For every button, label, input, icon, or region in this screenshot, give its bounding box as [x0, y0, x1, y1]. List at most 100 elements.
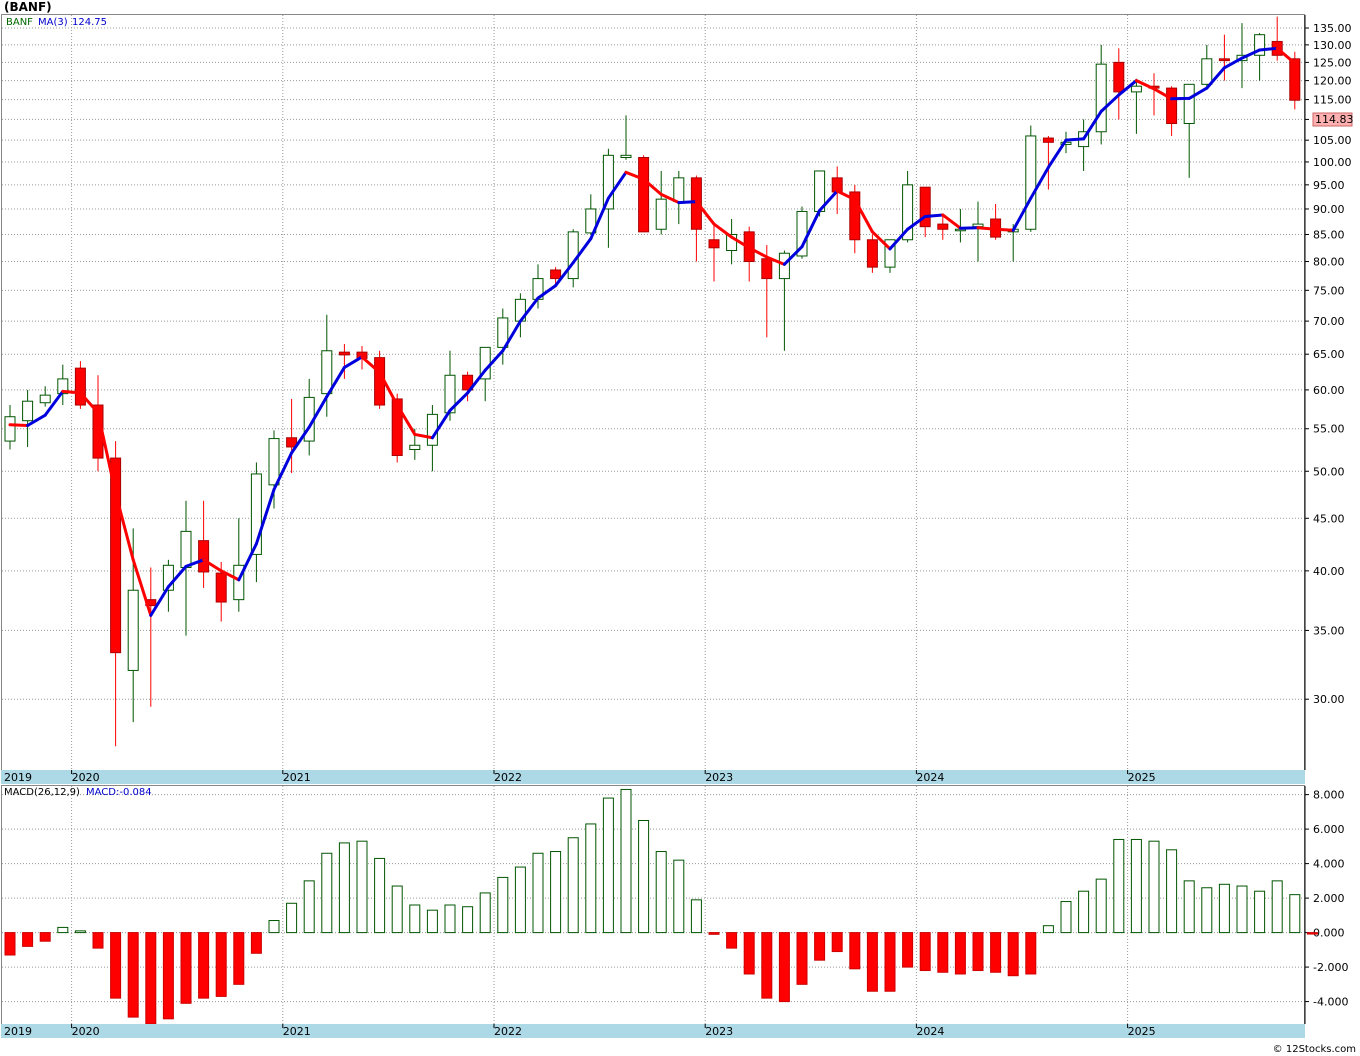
macd-bar-positive	[1130, 838, 1142, 934]
macd-y-tick-label: 0.000	[1313, 927, 1345, 940]
macd-bar-positive	[1078, 890, 1090, 934]
ma-segment	[853, 198, 874, 234]
macd-bar-positive	[1201, 887, 1213, 934]
macd-bar-negative	[990, 932, 1002, 973]
macd-bar-positive	[1060, 901, 1072, 934]
macd-bar-negative	[831, 932, 843, 953]
macd-bar-positive	[1289, 894, 1301, 934]
ma-segment	[202, 558, 223, 573]
ma-segment	[466, 368, 487, 395]
ma-segment	[1187, 86, 1209, 100]
macd-bar-negative	[92, 932, 104, 949]
price-y-tick-label: 35.00	[1313, 624, 1345, 637]
macd-bar-positive	[638, 819, 650, 934]
macd-y-tick-label: 2.000	[1313, 892, 1345, 905]
macd-bar-negative	[849, 932, 861, 970]
macd-bar-positive	[303, 880, 315, 934]
ma-segment	[501, 319, 522, 353]
ma-segment	[395, 403, 417, 436]
candle-up	[1025, 135, 1037, 230]
ma-segment	[730, 235, 751, 250]
price-x-tick-label: 2019	[4, 771, 32, 784]
macd-y-axis: -4.000 -2.000 0.000 2.000 4.000 6.000 8.000	[1304, 786, 1348, 1024]
macd-y-tick-label: 6.000	[1313, 823, 1345, 836]
macd-bar-negative	[145, 932, 157, 1025]
macd-bar-positive	[514, 866, 526, 934]
ma-segment	[1222, 56, 1244, 70]
ma-segment	[166, 564, 188, 589]
candle-up	[39, 394, 51, 404]
macd-bar-positive	[268, 920, 280, 934]
price-legend-ma-label: MA(3)	[38, 17, 68, 28]
candle-up	[321, 350, 333, 395]
price-y-tick-label: 80.00	[1313, 256, 1345, 269]
price-y-tick-label: 30.00	[1313, 693, 1345, 706]
ma-segment	[131, 558, 153, 617]
ma-segment	[642, 177, 663, 196]
candle-down	[338, 351, 350, 356]
ma-segment	[96, 411, 118, 495]
macd-bar-negative	[1007, 932, 1019, 977]
price-y-tick-label: 60.00	[1313, 384, 1345, 397]
ma-segment	[1082, 109, 1103, 141]
macd-bar-positive	[74, 930, 86, 934]
price-panel-frame	[1, 14, 1305, 771]
price-y-tick-label: 70.00	[1313, 315, 1345, 328]
price-y-tick-label: 65.00	[1313, 348, 1345, 361]
ma-segment	[483, 349, 505, 372]
ma-segment	[906, 214, 927, 231]
last-price-tag-text: 114.83	[1315, 113, 1354, 126]
price-y-tick-label: 55.00	[1313, 423, 1345, 436]
ma-segment	[518, 296, 540, 323]
candle-up	[655, 198, 667, 230]
candle-down	[1289, 58, 1301, 101]
price-x-axis: 2019 2020 2021 2022 2023 2024 2025	[4, 770, 1156, 784]
ma-segment	[606, 170, 628, 200]
candle-up	[127, 589, 139, 671]
candle-up	[778, 252, 790, 280]
candle-up	[673, 177, 685, 203]
candle-up	[726, 233, 738, 252]
ma-segment	[589, 196, 610, 241]
price-y-tick-label: 120.00	[1313, 75, 1352, 88]
candle-up	[1254, 34, 1266, 56]
candle-down	[761, 258, 773, 280]
candle-down	[849, 191, 861, 241]
macd-bar-positive	[1042, 925, 1054, 934]
candle-down	[462, 374, 474, 391]
candle-up	[567, 231, 579, 280]
macd-bar-positive	[1236, 885, 1248, 934]
ma-segment	[1117, 79, 1138, 97]
price-x-tick-label: 2025	[1128, 771, 1156, 784]
price-y-tick-label: 90.00	[1313, 203, 1345, 216]
macd-bar-negative	[884, 932, 896, 992]
ma-segment	[624, 170, 646, 181]
ma-segment	[1152, 87, 1174, 101]
ma-segment	[307, 395, 329, 429]
macd-bar-negative	[708, 932, 720, 935]
macd-bar-negative	[233, 932, 245, 985]
macd-bar-negative	[1306, 932, 1318, 935]
candle-down	[198, 540, 210, 573]
macd-bar-negative	[110, 932, 122, 999]
macd-bar-negative	[39, 932, 51, 942]
ma-segment	[694, 200, 716, 226]
candle-up	[585, 208, 597, 234]
ma-segment	[747, 246, 769, 259]
price-y-tick-label: 115.00	[1313, 94, 1352, 107]
candle-up	[22, 400, 34, 422]
macd-x-tick-label: 2019	[4, 1025, 32, 1038]
macd-bar-negative	[162, 932, 174, 1020]
candle-up	[409, 444, 421, 450]
price-x-tick-label: 2023	[705, 771, 733, 784]
macd-bar-positive	[532, 852, 544, 934]
ma-segment	[1240, 48, 1262, 60]
candle-down	[391, 398, 403, 456]
macd-bar-negative	[198, 932, 210, 999]
price-y-tick-label: 125.00	[1313, 56, 1352, 69]
macd-bar-negative	[796, 932, 808, 985]
macd-bar-positive	[57, 926, 69, 934]
ma-segment	[765, 255, 786, 266]
candle-down	[937, 223, 949, 230]
